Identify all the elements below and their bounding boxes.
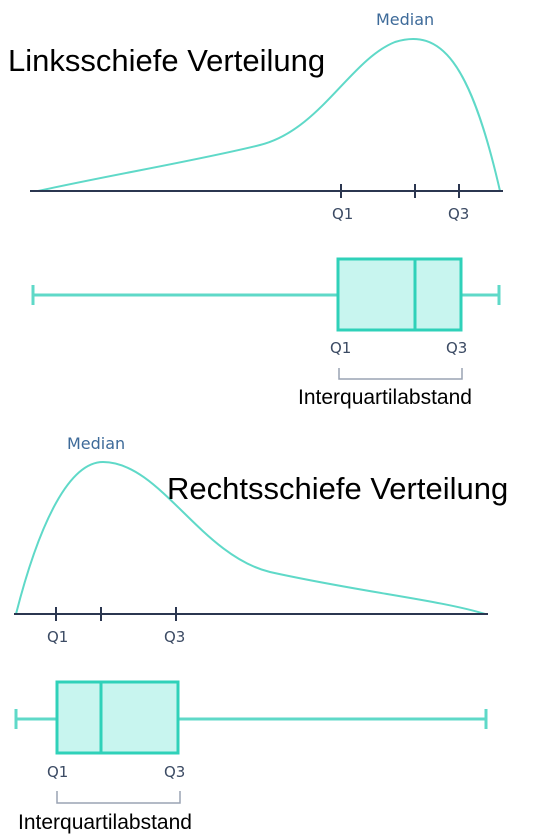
right-skew-boxplot <box>14 680 488 755</box>
right-skew-box-q1-label: Q1 <box>47 763 68 781</box>
right-skew-density-curve <box>15 460 486 615</box>
left-skew-boxplot <box>31 257 501 332</box>
right-skew-median-label: Median <box>67 434 125 453</box>
right-skew-box <box>55 680 180 755</box>
right-skew-q1-label: Q1 <box>47 628 68 646</box>
left-skew-section: Median Linksschiefe Verteilung Q1 Q3 Q1 … <box>8 10 503 409</box>
left-skew-box-q1-label: Q1 <box>330 339 351 357</box>
left-skew-box-q3-label: Q3 <box>446 339 467 357</box>
left-skew-box <box>336 257 463 332</box>
left-skew-iqr-label: Interquartilabstand <box>298 386 472 409</box>
left-skew-median-label: Median <box>376 10 434 29</box>
left-skew-q3-label: Q3 <box>448 205 469 223</box>
right-skew-q3-label: Q3 <box>164 628 185 646</box>
left-skew-q1-label: Q1 <box>332 205 353 223</box>
right-skew-box-q3-label: Q3 <box>164 763 185 781</box>
left-skew-title: Linksschiefe Verteilung <box>8 43 325 78</box>
right-skew-section: Median Rechtsschiefe Verteilung Q1 Q3 Q1… <box>14 434 508 834</box>
right-skew-title: Rechtsschiefe Verteilung <box>167 471 508 506</box>
left-skew-iqr-bracket <box>338 368 463 380</box>
right-skew-iqr-bracket <box>56 791 181 804</box>
left-skew-density-curve <box>37 38 501 192</box>
right-skew-iqr-label: Interquartilabstand <box>18 811 192 834</box>
